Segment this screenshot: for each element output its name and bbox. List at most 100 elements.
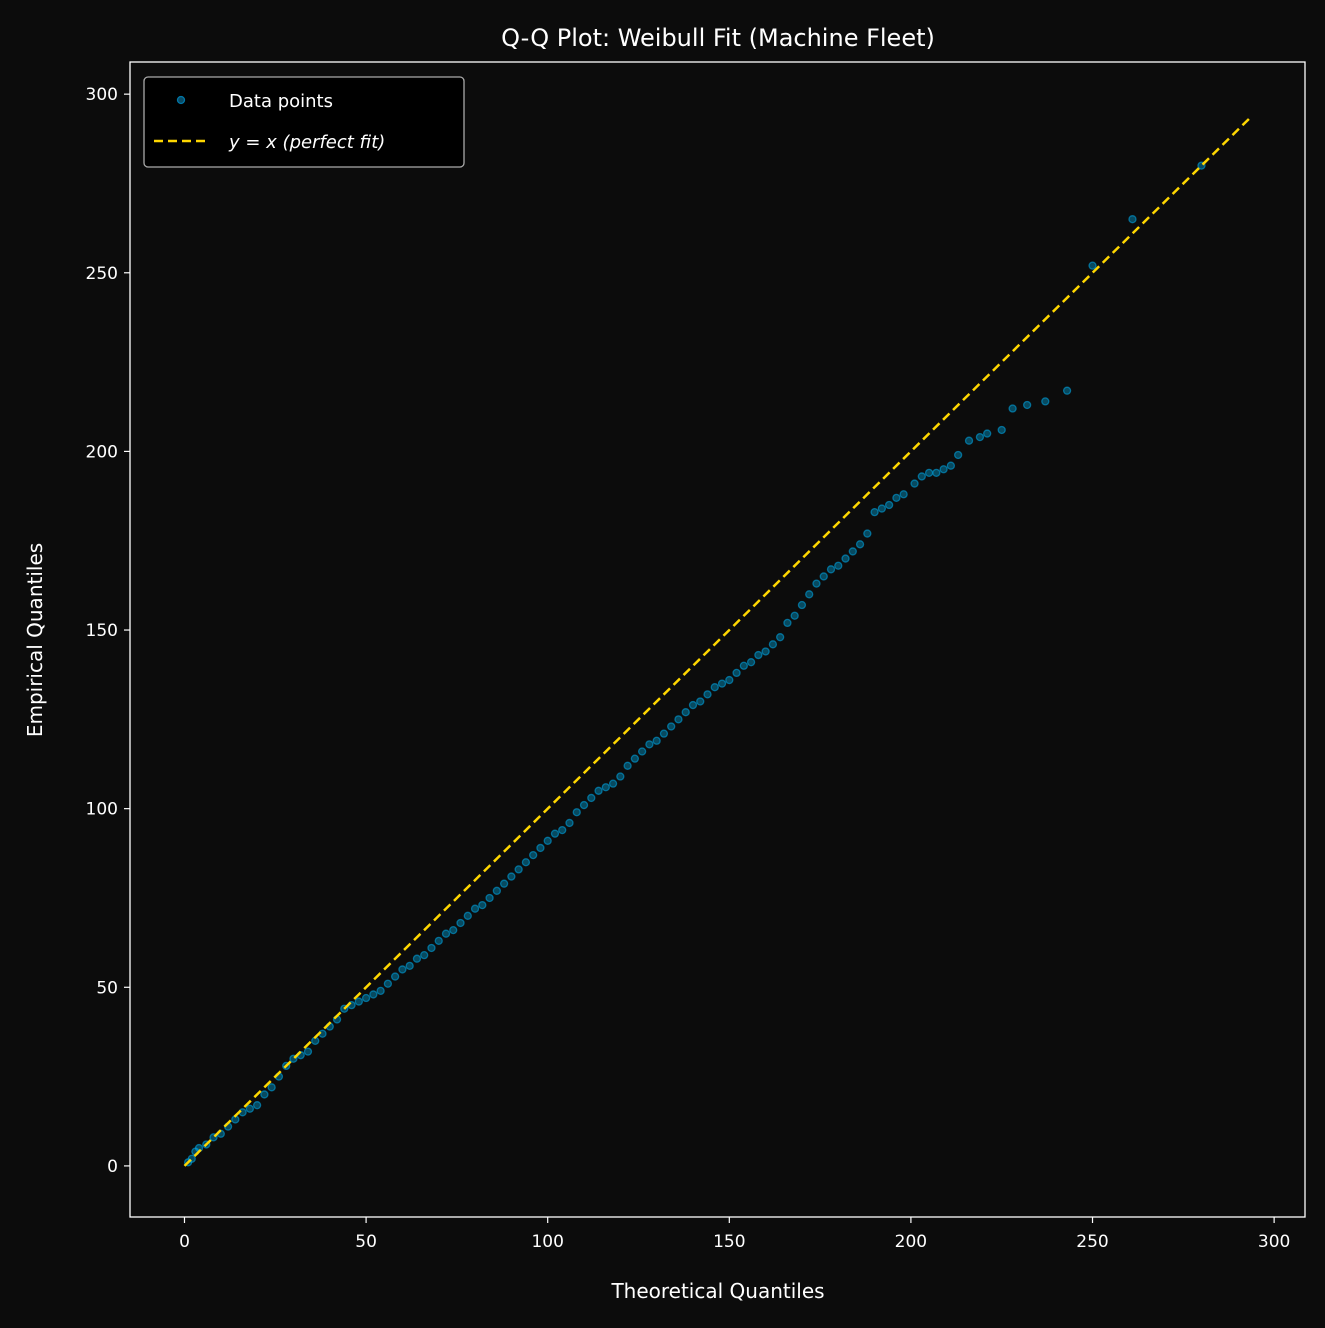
data-point bbox=[630, 754, 640, 763]
data-point bbox=[790, 611, 799, 620]
data-point bbox=[863, 529, 872, 538]
y-tick-label: 300 bbox=[86, 85, 118, 105]
data-point bbox=[688, 700, 698, 710]
y-axis-label: Empirical Quantiles bbox=[23, 543, 47, 737]
data-point bbox=[877, 504, 887, 513]
data-point bbox=[768, 640, 778, 649]
data-point bbox=[667, 722, 676, 731]
data-point bbox=[1088, 261, 1097, 270]
data-point bbox=[587, 793, 596, 803]
data-point bbox=[932, 468, 941, 477]
data-point bbox=[405, 961, 414, 971]
x-tick-label: 300 bbox=[1258, 1232, 1290, 1252]
data-point bbox=[805, 590, 814, 599]
y-tick-label: 200 bbox=[86, 442, 118, 462]
data-point bbox=[252, 1101, 262, 1110]
data-point bbox=[899, 490, 908, 499]
x-axis-label: Theoretical Quantiles bbox=[610, 1279, 824, 1303]
data-point bbox=[470, 904, 480, 913]
data-point bbox=[449, 925, 458, 935]
x-tick-label: 200 bbox=[895, 1232, 927, 1252]
data-point bbox=[841, 554, 850, 563]
data-point bbox=[594, 786, 603, 795]
data-point bbox=[732, 668, 741, 678]
plot-frame bbox=[129, 61, 1306, 1218]
y-tick-label: 250 bbox=[86, 264, 118, 284]
data-point bbox=[710, 683, 719, 692]
legend-marker-points bbox=[176, 95, 186, 105]
data-point bbox=[924, 468, 934, 477]
data-point bbox=[616, 772, 625, 781]
x-tick-label: 100 bbox=[531, 1232, 563, 1252]
data-point bbox=[797, 600, 807, 610]
plot-marks bbox=[183, 114, 1254, 1167]
legend: Data points y = x (perfect fit) bbox=[143, 76, 465, 168]
data-point bbox=[953, 450, 963, 460]
y-tick-label: 0 bbox=[107, 1157, 118, 1177]
data-point bbox=[565, 818, 574, 828]
data-point bbox=[946, 461, 956, 470]
data-point bbox=[910, 479, 919, 488]
x-tick-label: 0 bbox=[179, 1232, 190, 1252]
x-tick-label: 50 bbox=[355, 1232, 377, 1252]
data-point bbox=[463, 911, 472, 920]
data-point bbox=[848, 547, 857, 556]
data-point bbox=[645, 740, 654, 749]
data-point bbox=[456, 918, 465, 928]
data-point bbox=[420, 950, 429, 960]
data-point bbox=[939, 465, 948, 474]
data-point bbox=[1041, 397, 1050, 406]
data-point bbox=[579, 800, 589, 810]
chart-title: Q-Q Plot: Weibull Fit (Machine Fleet) bbox=[501, 24, 935, 52]
data-point bbox=[834, 561, 843, 570]
data-point bbox=[398, 965, 407, 974]
data-point bbox=[521, 858, 531, 867]
data-point bbox=[369, 990, 378, 999]
data-point bbox=[637, 747, 647, 756]
data-point bbox=[717, 679, 727, 688]
data-point bbox=[536, 843, 545, 853]
data-point bbox=[892, 493, 901, 502]
data-point bbox=[427, 943, 436, 953]
data-point bbox=[572, 808, 581, 817]
reference-line bbox=[183, 114, 1254, 1167]
y-tick-label: 50 bbox=[96, 978, 118, 998]
data-point bbox=[383, 979, 393, 988]
legend-label-points: Data points bbox=[229, 91, 333, 112]
data-point bbox=[441, 929, 451, 938]
data-point bbox=[361, 993, 371, 1003]
data-point bbox=[478, 900, 487, 910]
legend-label-line: y = x (perfect fit) bbox=[228, 132, 385, 153]
data-point bbox=[674, 715, 683, 724]
data-point bbox=[267, 1083, 276, 1092]
data-point bbox=[1022, 400, 1032, 410]
data-point bbox=[754, 650, 763, 660]
data-point bbox=[746, 658, 756, 667]
y-tick-label: 100 bbox=[86, 800, 118, 820]
data-point bbox=[997, 425, 1006, 435]
data-point bbox=[608, 779, 618, 788]
legend-box bbox=[143, 76, 465, 168]
data-point bbox=[917, 472, 926, 481]
data-point bbox=[761, 647, 770, 656]
x-axis: 0 50 100 150 200 250 300 bbox=[179, 1217, 1290, 1252]
data-point bbox=[412, 954, 422, 963]
data-point bbox=[964, 436, 974, 445]
data-point bbox=[550, 829, 560, 838]
data-point bbox=[485, 893, 494, 903]
data-point bbox=[303, 1047, 313, 1056]
data-point bbox=[529, 850, 538, 860]
y-axis: 0 50 100 150 200 250 300 bbox=[86, 85, 130, 1177]
data-point bbox=[819, 572, 828, 581]
data-point bbox=[499, 879, 509, 888]
data-point bbox=[245, 1104, 255, 1113]
data-point bbox=[260, 1090, 269, 1099]
data-point bbox=[623, 761, 632, 770]
data-point bbox=[434, 936, 443, 945]
data-point bbox=[507, 872, 516, 881]
data-point bbox=[855, 540, 865, 549]
data-point bbox=[826, 565, 836, 574]
data-point bbox=[725, 675, 734, 685]
